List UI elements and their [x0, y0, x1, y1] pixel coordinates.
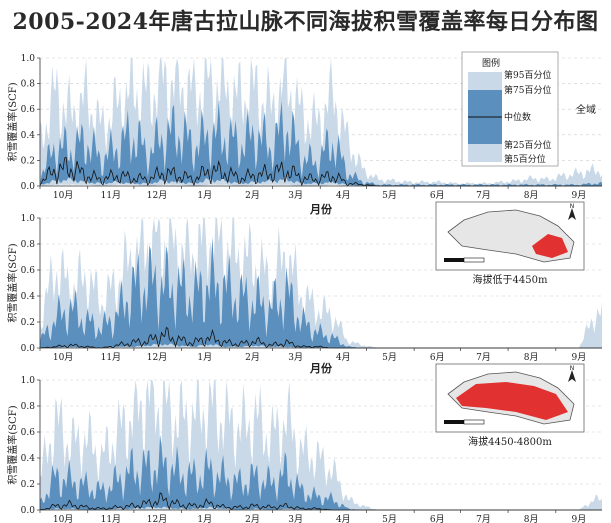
- y-tick-label: 0.4: [21, 292, 36, 302]
- y-tick-label: 0.8: [21, 240, 36, 250]
- band-p5-p95: [40, 380, 602, 510]
- x-tick-label: 10月: [53, 190, 73, 201]
- x-tick-label: 3月: [288, 190, 303, 201]
- scale-bar-icon: [444, 420, 464, 424]
- north-arrow-letter: N: [570, 365, 575, 372]
- x-tick-label: 6月: [430, 514, 445, 523]
- x-tick-label: 8月: [524, 514, 539, 523]
- x-tick-label: 7月: [476, 514, 491, 523]
- panel-1: 0.0 0.2 0.4 0.6 0.8 1.0 10月 11月 12月 1月 2月 3月 4月 5月 6月 7…: [6, 51, 602, 216]
- north-arrow-icon: [568, 370, 576, 382]
- inset-map-2: N 海拔4450-4800m: [435, 363, 585, 448]
- y-axis-title: 积雪覆盖率(SCF): [6, 243, 19, 322]
- y-tick-label: 0.0: [21, 344, 36, 354]
- x-tick-label: 5月: [382, 514, 397, 523]
- inset-map-label: 海拔低于4450m: [473, 273, 548, 286]
- x-axis-title: 月份: [309, 361, 333, 375]
- page-title: 2005-2024年唐古拉山脉不同海拔积雪覆盖率每日分布图: [12, 9, 599, 35]
- legend-entry: 中位数: [504, 111, 531, 123]
- scale-bar-segment: [463, 257, 485, 263]
- x-tick-label: 5月: [382, 190, 397, 201]
- x-tick-label: 11月: [101, 190, 121, 201]
- y-tick-label: 0.2: [21, 318, 35, 328]
- legend-entry: 第95百分位: [504, 69, 551, 81]
- y-tick-label: 0.2: [21, 156, 35, 166]
- x-tick-label: 7月: [476, 352, 491, 363]
- y-tick-label: 0.0: [21, 506, 36, 516]
- y-tick-label: 0.8: [21, 80, 36, 90]
- north-arrow-letter: N: [570, 203, 575, 210]
- scale-bar-icon: [444, 258, 464, 262]
- x-tick-label: 4月: [336, 190, 351, 201]
- y-tick-label: 0.6: [21, 105, 36, 115]
- x-tick-label: 3月: [288, 514, 303, 523]
- north-arrow-icon: [568, 208, 576, 220]
- x-tick-label: 11月: [101, 514, 121, 523]
- x-tick-label: 7月: [476, 190, 491, 201]
- x-tick-label: 3月: [288, 352, 303, 363]
- x-tick-label: 9月: [572, 352, 587, 363]
- y-tick-label: 0.6: [21, 266, 36, 276]
- x-tick-label: 9月: [572, 190, 587, 201]
- x-tick-label: 2月: [245, 190, 260, 201]
- scale-bar-segment: [463, 419, 485, 425]
- y-tick-label: 0.0: [21, 182, 36, 192]
- x-tick-label: 6月: [430, 190, 445, 201]
- legend-title: 图例: [482, 57, 500, 69]
- x-axis-title: 月份: [309, 202, 333, 216]
- x-tick-label: 4月: [336, 514, 351, 523]
- x-tick-label: 1月: [197, 352, 212, 363]
- x-tick-label: 1月: [197, 514, 212, 523]
- band-p25-p75: [40, 236, 602, 348]
- x-tick-label: 6月: [430, 352, 445, 363]
- x-tick-label: 1月: [197, 190, 212, 201]
- x-tick-label: 10月: [53, 514, 73, 523]
- x-tick-label: 10月: [53, 352, 73, 363]
- inset-map-label: 海拔4450-4800m: [468, 435, 552, 448]
- band-p25-p75: [40, 434, 602, 510]
- band-p25-p75: [40, 100, 602, 186]
- y-tick-label: 1.0: [21, 54, 36, 64]
- x-tick-label: 12月: [147, 190, 167, 201]
- inset-map-1: N 海拔低于4450m: [435, 201, 585, 286]
- x-tick-label: 12月: [147, 514, 167, 523]
- y-tick-label: 0.6: [21, 428, 36, 438]
- y-axis-title: 积雪覆盖率(SCF): [6, 405, 19, 484]
- y-tick-label: 1.0: [21, 376, 36, 386]
- elevation-zone-highlight: [532, 234, 568, 258]
- x-tick-label: 8月: [524, 190, 539, 201]
- region-label: 全域: [576, 103, 596, 116]
- y-tick-label: 0.4: [21, 454, 36, 464]
- legend-entry: 第5百分位: [504, 153, 546, 165]
- x-tick-label: 2月: [245, 352, 260, 363]
- x-tick-label: 8月: [524, 352, 539, 363]
- x-tick-label: 9月: [572, 514, 587, 523]
- y-axis-title: 积雪覆盖率(SCF): [6, 82, 19, 161]
- legend-entry: 第75百分位: [504, 84, 551, 96]
- x-tick-label: 2月: [245, 514, 260, 523]
- y-tick-label: 0.2: [21, 480, 35, 490]
- legend-entry: 第25百分位: [504, 139, 551, 151]
- x-tick-label: 5月: [382, 352, 397, 363]
- elevation-zone-highlight: [456, 382, 568, 420]
- y-tick-label: 1.0: [21, 214, 36, 224]
- y-tick-label: 0.8: [21, 402, 36, 412]
- x-tick-label: 11月: [101, 352, 121, 363]
- y-tick-label: 0.4: [21, 131, 36, 141]
- x-tick-label: 4月: [336, 352, 351, 363]
- x-tick-label: 12月: [147, 352, 167, 363]
